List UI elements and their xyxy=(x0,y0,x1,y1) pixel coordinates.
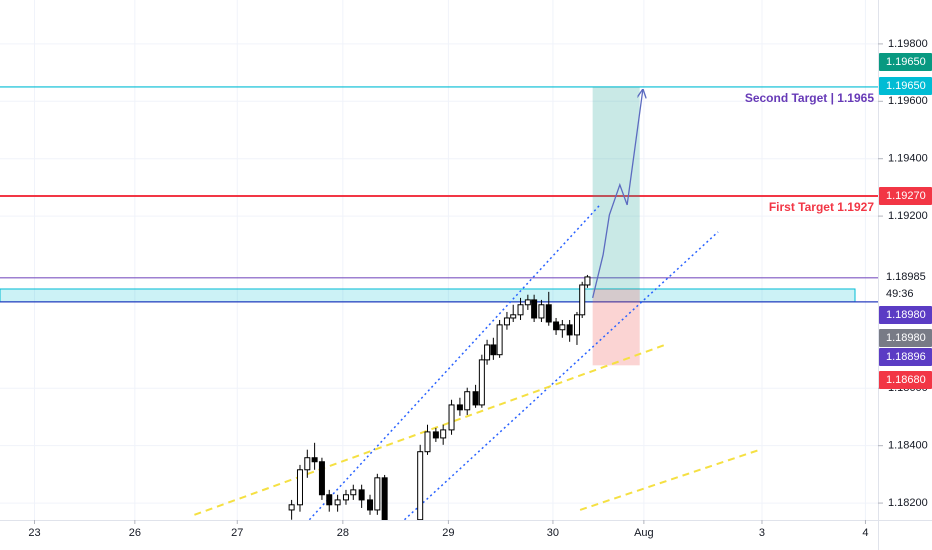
price-badge xyxy=(879,329,932,347)
price-badge xyxy=(879,77,932,95)
candle-body xyxy=(424,431,431,453)
price-badge xyxy=(879,187,932,205)
loss-zone xyxy=(592,288,640,366)
candle-body xyxy=(559,324,566,331)
candle-body xyxy=(484,344,491,361)
x-tick-label: Aug xyxy=(634,527,654,539)
candle-body xyxy=(342,494,349,501)
candle-body xyxy=(490,344,497,356)
candle-body xyxy=(417,451,424,520)
candle-body xyxy=(566,324,573,336)
candle-body xyxy=(326,494,333,506)
x-tick-label: 4 xyxy=(862,527,868,539)
price-badge xyxy=(879,348,932,366)
x-tick-label: 26 xyxy=(129,527,141,539)
y-tick-label: 1.19400 xyxy=(888,153,928,165)
plot-area xyxy=(0,0,878,520)
annotation: Second Target | 1.1965 xyxy=(745,91,875,105)
price-badge-label: 1.18896 xyxy=(886,351,926,363)
price-badge xyxy=(879,268,932,286)
candle-body xyxy=(496,324,503,356)
candle-body xyxy=(311,457,318,463)
candle-body xyxy=(358,489,365,501)
candle-body xyxy=(478,359,485,406)
candle-body xyxy=(573,314,580,336)
price-badge xyxy=(879,285,932,303)
candle-body xyxy=(334,499,341,506)
y-tick-label: 1.18200 xyxy=(888,497,928,509)
candle-body xyxy=(381,477,388,520)
price-badge-label: 49:36 xyxy=(886,288,914,300)
x-tick-label: 30 xyxy=(547,527,559,539)
price-badge-label: 1.18980 xyxy=(886,309,926,321)
price-badge-label: 1.19650 xyxy=(886,80,926,92)
price-badge xyxy=(879,371,932,389)
price-badge-label: 1.19270 xyxy=(886,190,926,202)
candle-body xyxy=(367,499,374,511)
support-zone xyxy=(0,288,856,303)
candle-body xyxy=(432,431,439,439)
trend-line xyxy=(403,231,719,520)
candle-body xyxy=(545,304,552,323)
candle-body xyxy=(472,391,479,406)
price-badge xyxy=(879,53,932,71)
y-tick-label: 1.19800 xyxy=(888,38,928,50)
trend-line xyxy=(308,204,601,520)
y-tick-label: 1.19200 xyxy=(888,210,928,222)
price-badge-label: 1.18985 xyxy=(886,271,926,283)
candle-body xyxy=(296,469,303,506)
candle-body xyxy=(553,321,560,331)
candle-body xyxy=(440,429,447,439)
candle-body xyxy=(538,304,545,319)
x-tick-label: 29 xyxy=(442,527,454,539)
x-tick-label: 28 xyxy=(337,527,349,539)
price-badge-label: 1.18980 xyxy=(886,332,926,344)
y-tick-label: 1.19600 xyxy=(888,95,928,107)
candle-body xyxy=(374,477,381,511)
annotation: First Target 1.1927 xyxy=(769,200,874,214)
price-badge xyxy=(879,306,932,324)
x-tick-label: 3 xyxy=(759,527,765,539)
candle-body xyxy=(524,299,531,306)
y-tick-label: 1.18400 xyxy=(888,440,928,452)
price-badge-label: 1.18680 xyxy=(886,374,926,386)
candle-body xyxy=(318,461,325,496)
projection-path xyxy=(592,90,643,299)
candle-body xyxy=(304,457,311,471)
price-badge-label: 1.19650 xyxy=(886,56,926,68)
candle-body xyxy=(584,276,591,286)
candle-body xyxy=(448,404,455,431)
candle-body xyxy=(288,504,295,511)
candle-body xyxy=(350,489,357,496)
profit-zone xyxy=(592,86,640,289)
candle-body xyxy=(579,284,586,316)
candle-body xyxy=(517,304,524,316)
candle-body xyxy=(503,317,510,326)
x-tick-label: 23 xyxy=(28,527,40,539)
candle-body xyxy=(456,404,463,411)
trend-line xyxy=(579,448,761,511)
x-tick-label: 27 xyxy=(231,527,243,539)
candle-body xyxy=(464,391,471,411)
candle-body xyxy=(531,299,538,319)
candle-body xyxy=(510,314,517,319)
